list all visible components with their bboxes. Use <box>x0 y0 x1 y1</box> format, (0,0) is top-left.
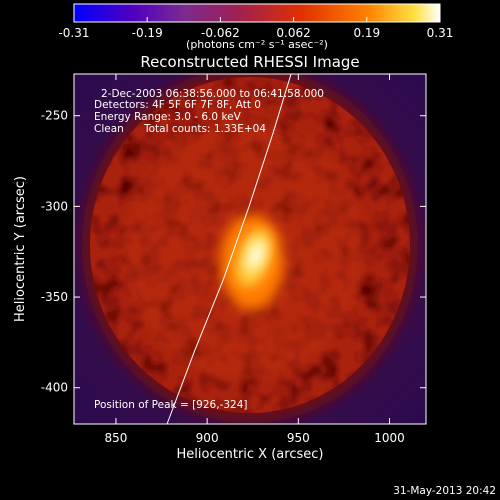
colorbar-tick-label: -0.062 <box>201 26 240 40</box>
detectors-label: Detectors: 4F 5F 6F 7F 8F, Att 0 <box>94 99 261 111</box>
y-tick-label: -300 <box>41 199 68 213</box>
colorbar-tick-label: 0.062 <box>276 26 310 40</box>
colorbar-tick-label: -0.19 <box>132 26 163 40</box>
x-tick-label: 1000 <box>374 431 405 445</box>
time-range-label: 2-Dec-2003 06:38:56.000 to 06:41:58.000 <box>101 88 324 100</box>
solar-limb-curve <box>166 74 292 424</box>
x-tick-label: 950 <box>287 431 310 445</box>
y-tick-label: -350 <box>41 290 68 304</box>
clean-label: Clean <box>94 123 124 135</box>
peak-center <box>246 239 266 271</box>
y-axis-ticks: -250 -300 -350 -400 <box>41 109 426 395</box>
peak-position-label: Position of Peak = [926,-324] <box>94 399 248 411</box>
plot-frame <box>73 73 427 425</box>
colorbar-tick-label: -0.31 <box>58 26 89 40</box>
footer-date: 31-May-2013 20:42 <box>393 485 496 497</box>
colorbar-label: (photons cm⁻² s⁻¹ asec⁻²) <box>186 38 328 51</box>
x-axis-title: Heliocentric X (arcsec) <box>177 447 324 462</box>
plot-area <box>74 74 426 424</box>
total-counts-label: Total counts: 1.33E+04 <box>143 123 266 135</box>
y-tick-label: -250 <box>41 109 68 123</box>
x-axis-ticks: 850 900 950 1000 <box>104 74 405 445</box>
y-axis-title: Heliocentric Y (arcsec) <box>13 176 28 322</box>
colorbar <box>73 3 441 23</box>
y-tick-label: -400 <box>41 381 68 395</box>
colorbar-tick-label: 0.31 <box>427 26 454 40</box>
colorbar-tick-label: 0.19 <box>353 26 380 40</box>
x-tick-label: 900 <box>196 431 219 445</box>
colorbar-ticks: -0.31 -0.19 -0.062 0.062 0.19 0.31 <box>58 17 453 40</box>
x-tick-label: 850 <box>104 431 127 445</box>
energy-range-label: Energy Range: 3.0 - 6.0 keV <box>94 111 242 123</box>
chart-title: Reconstructed RHESSI Image <box>140 53 359 71</box>
